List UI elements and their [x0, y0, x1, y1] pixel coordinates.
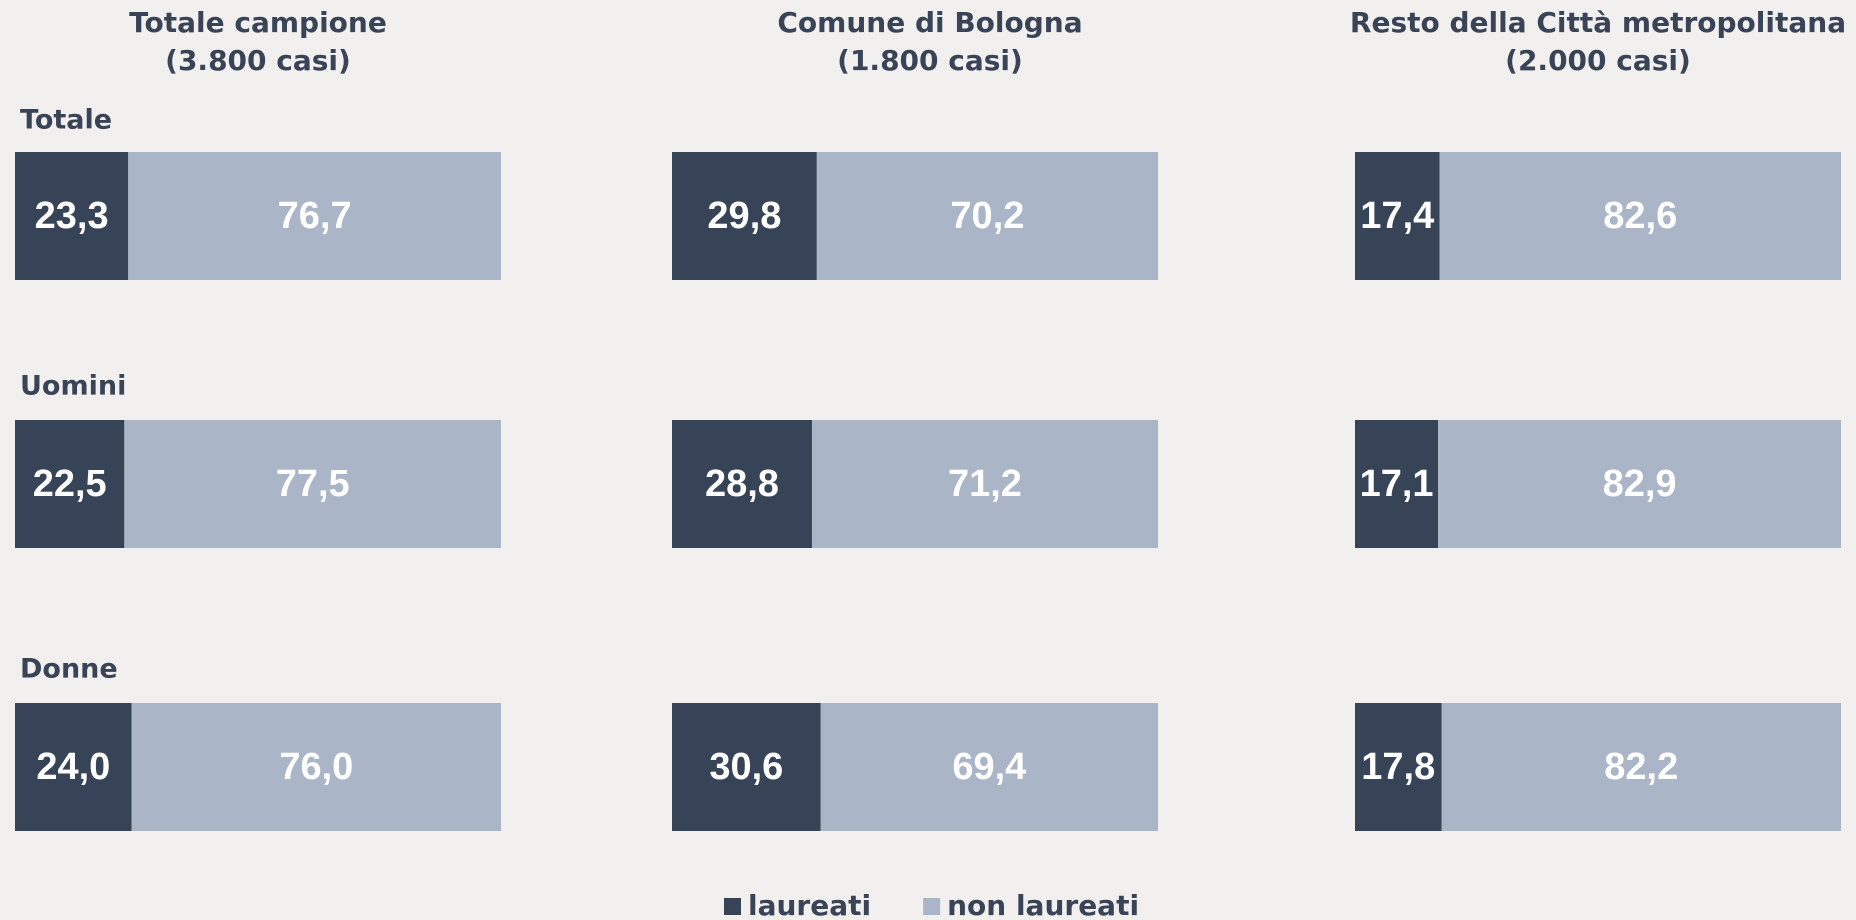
- bar-segment: [1355, 703, 1442, 831]
- legend-label: non laureati: [947, 889, 1139, 920]
- data-label: 76,7: [278, 195, 352, 237]
- bar-segment: [131, 703, 501, 831]
- bar-segment: [1438, 420, 1841, 548]
- bar-segment: [15, 152, 129, 280]
- legend-label: laureati: [748, 889, 871, 920]
- data-label: 23,3: [35, 195, 109, 237]
- panel-subtitle: (2.000 casi): [1505, 44, 1691, 77]
- bar-segment: [1439, 152, 1841, 280]
- category-label: Uomini: [20, 371, 126, 402]
- data-label: 77,5: [276, 463, 350, 505]
- legend-swatch: [923, 898, 941, 915]
- bar-segment: [672, 152, 817, 280]
- data-label: 70,2: [950, 195, 1024, 237]
- panel-title: Comune di Bologna: [777, 6, 1082, 39]
- data-label: 82,2: [1604, 746, 1678, 788]
- bar-segment: [15, 420, 125, 548]
- bar-segment: [124, 420, 501, 548]
- category-label: Totale: [20, 105, 112, 136]
- data-label: 30,6: [709, 746, 783, 788]
- data-label: 24,0: [36, 746, 110, 788]
- data-label: 17,4: [1360, 195, 1434, 237]
- bar-segment: [672, 420, 812, 548]
- data-label: 82,9: [1603, 463, 1677, 505]
- data-label: 82,6: [1603, 195, 1677, 237]
- bar-segment: [1441, 703, 1841, 831]
- category-label: Donne: [20, 654, 118, 685]
- data-label: 76,0: [279, 746, 353, 788]
- bar-segment: [820, 703, 1158, 831]
- data-label: 71,2: [948, 463, 1022, 505]
- bar-segment: [1355, 420, 1439, 548]
- bar-segment: [1355, 152, 1440, 280]
- panel-title: Resto della Città metropolitana: [1350, 6, 1846, 39]
- bar-segment: [672, 703, 821, 831]
- data-label: 22,5: [33, 463, 107, 505]
- data-label: 28,8: [705, 463, 779, 505]
- panel-subtitle: (3.800 casi): [165, 44, 351, 77]
- panel-subtitle: (1.800 casi): [837, 44, 1023, 77]
- data-label: 17,1: [1360, 463, 1434, 505]
- bar-segment: [15, 703, 132, 831]
- data-label: 17,8: [1361, 746, 1435, 788]
- data-label: 29,8: [707, 195, 781, 237]
- data-label: 69,4: [952, 746, 1026, 788]
- panel-title: Totale campione: [129, 6, 387, 39]
- legend-swatch: [724, 898, 741, 915]
- bar-segment: [811, 420, 1158, 548]
- bar-segment: [128, 152, 501, 280]
- bar-segment: [816, 152, 1158, 280]
